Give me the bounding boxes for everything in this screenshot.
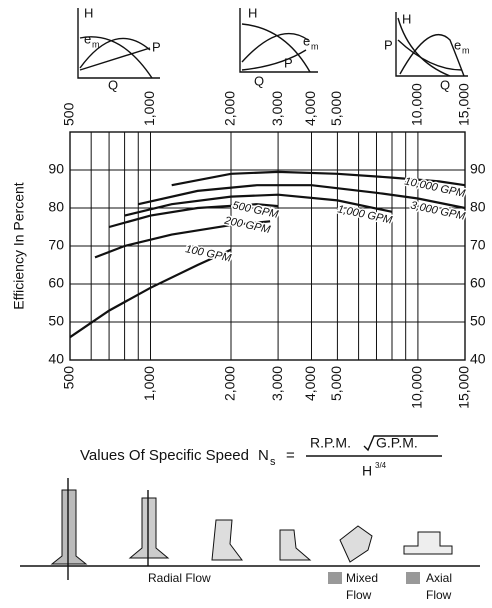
x-tick-label: 5,000	[328, 366, 344, 401]
inset-label: m	[311, 41, 319, 51]
formula-denominator: H	[362, 463, 372, 479]
y-tick-label: 40	[48, 351, 64, 367]
x-tick-label-top: 500	[61, 102, 77, 126]
x-tick-label-top: 3,000	[269, 91, 285, 126]
y-tick-label-right: 50	[470, 313, 486, 329]
x-tick-label-top: 5,000	[328, 91, 344, 126]
flow-label: Flow	[346, 588, 372, 602]
formula-symbol: N	[258, 447, 269, 464]
flow-label: Mixed	[346, 571, 378, 585]
impeller	[404, 532, 452, 554]
impeller	[340, 526, 372, 562]
flow-label: Flow	[426, 588, 452, 602]
y-tick-label: 50	[48, 313, 64, 329]
formula-exponent: 3/4	[375, 461, 387, 470]
x-tick-label-top: 1,000	[141, 91, 157, 126]
legend-swatch	[328, 572, 342, 584]
y-tick-label: 80	[48, 199, 64, 215]
inset-label: m	[92, 39, 100, 49]
x-tick-label-top: 10,000	[409, 83, 425, 126]
x-tick-label: 3,000	[269, 366, 285, 401]
formula-subscript: s	[270, 456, 276, 468]
formula-equals: =	[286, 447, 295, 464]
y-tick-label-right: 80	[470, 199, 486, 215]
formula-numerator: R.P.M.	[310, 435, 351, 451]
x-tick-label: 500	[61, 366, 77, 390]
x-tick-label: 10,000	[409, 366, 425, 409]
inset-label: H	[402, 11, 411, 26]
inset-curve	[242, 24, 310, 72]
x-tick-label-top: 15,000	[456, 83, 472, 126]
inset-label: m	[462, 45, 470, 55]
impeller	[130, 498, 168, 558]
y-axis-title: Efficiency In Percent	[11, 182, 27, 309]
y-tick-label-right: 70	[470, 237, 486, 253]
legend-swatch	[406, 572, 420, 584]
inset-label: e	[84, 31, 91, 46]
x-tick-label: 1,000	[141, 366, 157, 401]
formula-caption: Values Of Specific Speed	[80, 447, 249, 464]
inset-label: Q	[108, 77, 118, 92]
impeller	[280, 530, 310, 560]
inset-label: Q	[440, 77, 450, 92]
inset-label: e	[303, 33, 310, 48]
inset-label: H	[84, 5, 93, 20]
inset-label: P	[284, 55, 293, 70]
inset-curve	[242, 34, 308, 62]
y-tick-label: 70	[48, 237, 64, 253]
formula-numerator: G.P.M.	[376, 435, 418, 451]
inset-label: P	[384, 37, 393, 52]
impeller	[212, 520, 242, 560]
impeller	[52, 490, 86, 564]
inset-label: e	[454, 37, 461, 52]
impellers	[20, 478, 480, 584]
inset: H e m P Q	[240, 5, 319, 88]
flow-label: Radial Flow	[148, 571, 211, 585]
chart: H e m P Q H e m P Q H e m P Q Efficiency…	[0, 0, 492, 608]
inset: H e m P Q	[78, 5, 161, 92]
x-tick-label-top: 2,000	[222, 91, 238, 126]
x-tick-label: 4,000	[302, 366, 318, 401]
inset-curve	[80, 48, 150, 70]
x-tick-label: 2,000	[222, 366, 238, 401]
inset-label: Q	[254, 73, 264, 88]
y-tick-label-right: 90	[470, 161, 486, 177]
inset-label: H	[248, 5, 257, 20]
x-tick-label-top: 4,000	[302, 91, 318, 126]
inset: H e m P Q	[384, 11, 470, 92]
y-tick-label-right: 60	[470, 275, 486, 291]
y-tick-label: 60	[48, 275, 64, 291]
series-label: 10,000 GPM	[403, 175, 467, 200]
y-tick-label-right: 40	[470, 351, 486, 367]
flow-label: Axial	[426, 571, 452, 585]
x-tick-label: 15,000	[456, 366, 472, 409]
y-tick-label: 90	[48, 161, 64, 177]
inset-label: P	[152, 39, 161, 54]
